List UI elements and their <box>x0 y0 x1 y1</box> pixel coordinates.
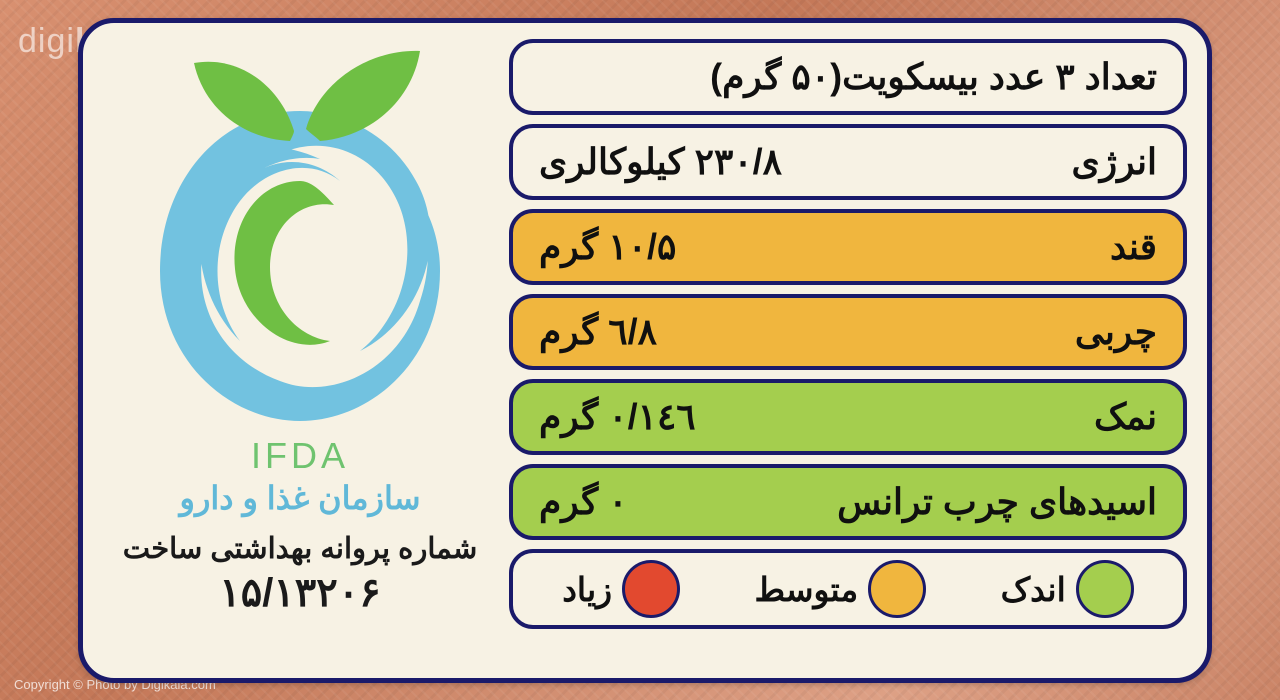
salt-value: ۰/۱٤٦ گرم <box>539 396 696 438</box>
fat-label: چربی <box>1075 311 1157 353</box>
legend-medium-label: متوسط <box>755 570 859 609</box>
ifda-logo <box>120 41 480 441</box>
salt-row: نمک ۰/۱٤٦ گرم <box>509 379 1187 455</box>
energy-label: انرژی <box>1072 141 1157 183</box>
legend-dot-low <box>1076 560 1134 618</box>
logo-column: IFDA سازمان غذا و دارو شماره پروانه بهدا… <box>83 23 503 678</box>
energy-row: انرژی ۲۳۰/۸ کیلوکالری <box>509 124 1187 200</box>
fat-row: چربی ۸/٦ گرم <box>509 294 1187 370</box>
organization-name: سازمان غذا و دارو <box>180 479 421 517</box>
watermark-part1: digi <box>18 22 75 60</box>
license-number: ۱۵/۱۳۲۰۶ <box>219 570 381 616</box>
legend-low-label: اندک <box>1001 570 1066 609</box>
legend-dot-high <box>622 560 680 618</box>
legend-medium: متوسط <box>755 560 927 618</box>
ifda-acronym: IFDA <box>251 435 349 477</box>
energy-value: ۲۳۰/۸ کیلوکالری <box>539 141 782 183</box>
legend-high-label: زیاد <box>562 570 612 609</box>
fat-value: ۸/٦ گرم <box>539 311 657 353</box>
sugar-value: ۱۰/۵ گرم <box>539 226 676 268</box>
transfat-row: اسیدهای چرب ترانس ۰ گرم <box>509 464 1187 540</box>
serving-text: تعداد ۳ عدد بیسکویت(۵۰ گرم) <box>710 56 1157 98</box>
sugar-row: قند ۱۰/۵ گرم <box>509 209 1187 285</box>
serving-row: تعداد ۳ عدد بیسکویت(۵۰ گرم) <box>509 39 1187 115</box>
sugar-label: قند <box>1110 226 1157 268</box>
license-label: شماره پروانه بهداشتی ساخت <box>123 531 478 566</box>
salt-label: نمک <box>1094 396 1157 438</box>
transfat-label: اسیدهای چرب ترانس <box>837 481 1157 523</box>
transfat-value: ۰ گرم <box>539 481 628 523</box>
legend-row: اندک متوسط زیاد <box>509 549 1187 629</box>
legend-high: زیاد <box>562 560 680 618</box>
nutrition-rows-column: تعداد ۳ عدد بیسکویت(۵۰ گرم) انرژی ۲۳۰/۸ … <box>503 23 1207 678</box>
nutrition-label-card: IFDA سازمان غذا و دارو شماره پروانه بهدا… <box>78 18 1212 683</box>
legend-low: اندک <box>1001 560 1134 618</box>
legend-dot-medium <box>868 560 926 618</box>
